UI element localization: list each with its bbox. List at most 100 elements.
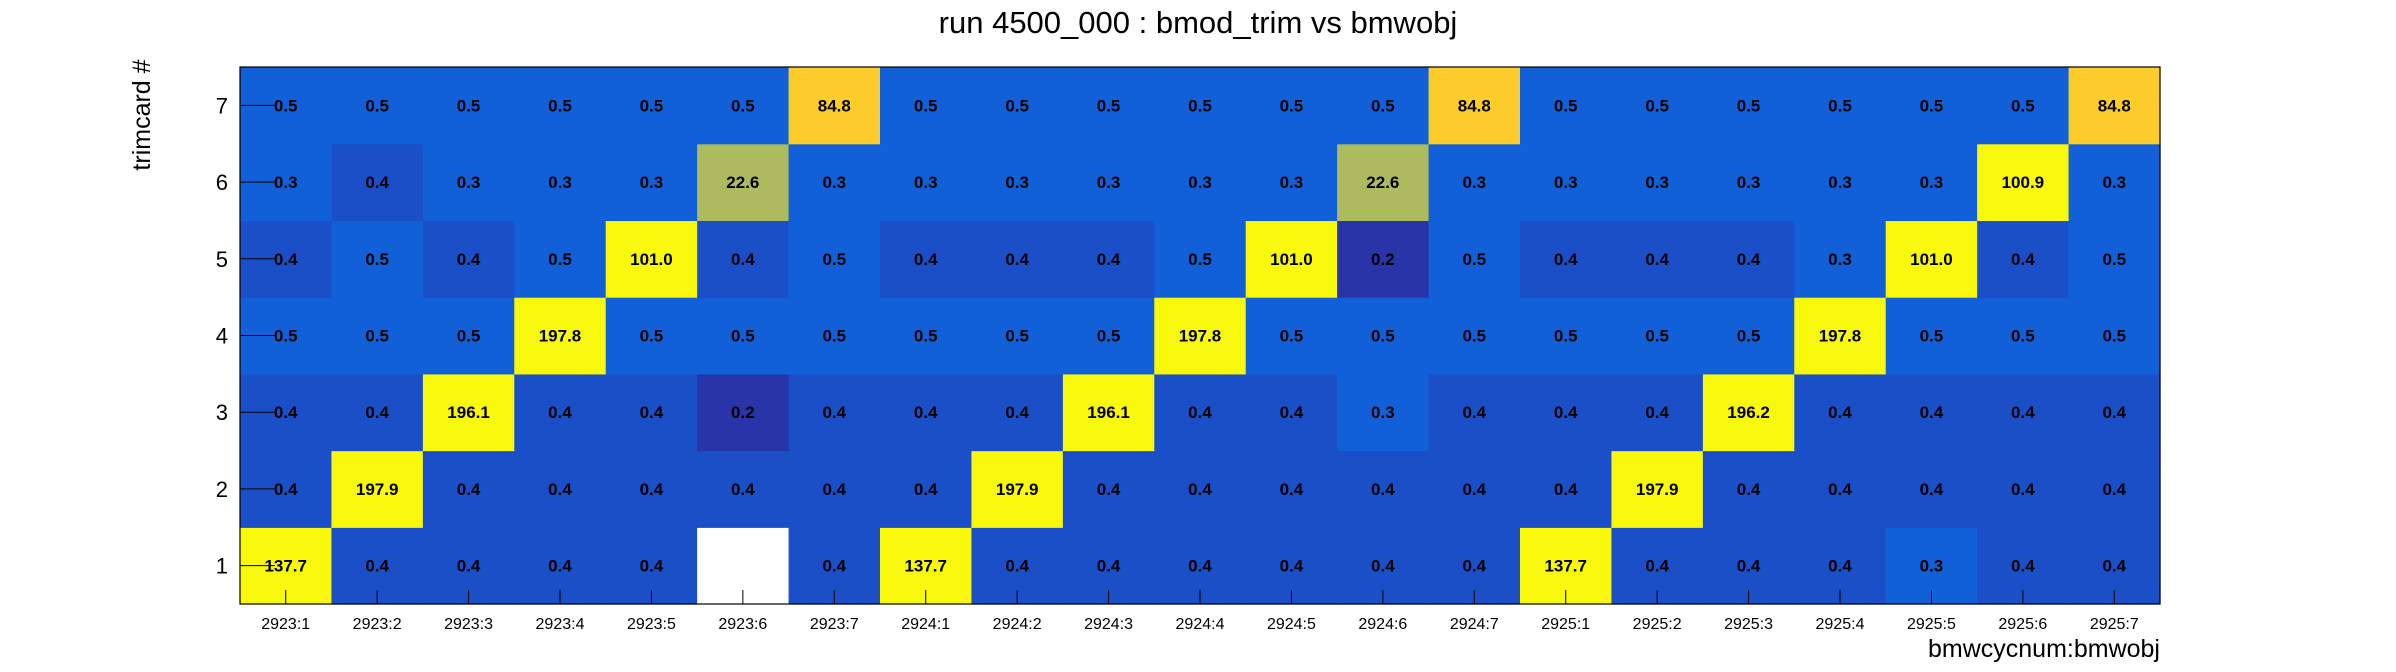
cell-value-label: 0.4 [365,557,389,576]
heatmap-cell [2068,297,2161,375]
heatmap-cell [331,67,424,145]
heatmap-cell [880,297,973,375]
cell-value-label: 0.4 [1645,403,1669,422]
cell-value-label: 0.5 [731,327,755,346]
heatmap-cell [1794,143,1887,222]
heatmap-cell [1702,220,1795,298]
cell-value-label: 0.4 [1645,557,1669,576]
heatmap-cell [1977,67,2070,145]
cell-value-label: 0.4 [1280,480,1304,499]
heatmap-cell [1520,373,1613,452]
heatmap-cell [1062,67,1155,145]
heatmap-cell [1154,297,1247,375]
x-tick-label: 2925:2 [1633,616,1682,633]
cell-value-label: 0.4 [365,173,389,192]
cell-value-label: 0.4 [822,403,846,422]
x-tick-label: 2924:2 [993,616,1042,633]
x-tick-label: 2923:4 [536,616,585,633]
cell-value-label: 0.4 [1554,480,1578,499]
cell-value-label: 0.4 [274,480,298,499]
cell-value-label: 0.4 [822,480,846,499]
cell-value-label: 100.9 [2002,173,2045,192]
heatmap-cell [1611,373,1704,452]
cell-value-label: 0.4 [1554,250,1578,269]
heatmap-cell [422,143,515,222]
heatmap-cell [1428,373,1521,452]
cell-value-label: 0.3 [1188,173,1212,192]
cell-value-label: 0.3 [1097,173,1121,192]
cell-value-label: 0.3 [1828,173,1852,192]
cell-value-label: 0.4 [1737,480,1761,499]
cell-value-label: 0.4 [731,250,755,269]
heatmap-cell [422,297,515,375]
cell-value-label: 0.5 [365,327,389,346]
cell-value-label: 0.3 [1280,173,1304,192]
cell-value-label: 0.5 [1371,96,1395,115]
heatmap-cell [971,220,1064,298]
cell-value-label: 84.8 [818,96,851,115]
cell-value-label: 0.5 [1005,96,1029,115]
heatmap-cell [880,373,973,452]
cell-value-label: 0.3 [1371,403,1395,422]
cell-value-label: 197.8 [1179,327,1222,346]
heatmap-cell [1337,450,1430,528]
heatmap-cell [1062,450,1155,528]
cell-value-label: 0.5 [457,327,481,346]
cell-value-label: 0.4 [822,557,846,576]
heatmap-cell [605,297,698,375]
x-tick-label: 2925:1 [1541,616,1590,633]
heatmap-cell [1154,373,1247,452]
heatmap-cell [1611,67,1704,145]
heatmap-cell [1154,220,1247,298]
cell-value-label: 197.9 [356,480,399,499]
heatmap-cell [971,67,1064,145]
x-tick-label: 2923:5 [627,616,676,633]
heatmap-cell [514,143,607,222]
heatmap-cell [2068,67,2161,145]
x-tick-label: 2924:3 [1084,616,1133,633]
cell-value-label: 197.8 [539,327,582,346]
cell-value-label: 0.5 [1371,327,1395,346]
cell-value-label: 0.4 [1005,403,1029,422]
cell-value-label: 0.4 [457,557,481,576]
cell-value-label: 0.4 [2102,403,2126,422]
cell-value-label: 0.4 [1828,403,1852,422]
cell-value-label: 0.4 [1462,480,1486,499]
cell-value-label: 0.4 [2011,480,2035,499]
heatmap-cell [1977,297,2070,375]
cell-value-label: 0.5 [548,250,572,269]
y-tick-label: 5 [216,247,228,272]
cell-value-label: 0.4 [640,557,664,576]
cell-value-label: 0.4 [2011,403,2035,422]
cell-value-label: 0.5 [1920,96,1944,115]
cell-value-label: 0.5 [914,327,938,346]
cell-value-label: 0.2 [731,403,755,422]
heatmap-cell [1428,450,1521,528]
heatmap-cell [1062,297,1155,375]
x-tick-label: 2923:3 [444,616,493,633]
cell-value-label: 0.3 [1828,250,1852,269]
heatmap-cell [514,67,607,145]
heatmap-cell [788,143,881,222]
heatmap-cell [1702,450,1795,528]
heatmap-cell [697,450,790,528]
cell-value-label: 0.4 [1828,557,1852,576]
x-tick-label: 2924:1 [901,616,950,633]
x-tick-label: 2925:4 [1816,616,1865,633]
cell-value-label: 0.5 [274,327,298,346]
y-axis-label: trimcard # [128,59,156,170]
heatmap-cell [1337,67,1430,145]
cell-value-label: 0.4 [640,403,664,422]
cell-value-label: 0.4 [1920,480,1944,499]
cell-value-label: 0.4 [1371,557,1395,576]
axes: 1 2 3 4 5 6 7 2923:1 2923:2 2923:3 2923:4 2923:5 292… [216,66,2161,633]
cell-value-label: 0.4 [1097,557,1121,576]
cell-value-label: 0.4 [731,480,755,499]
cell-value-label: 137.7 [1544,557,1587,576]
cell-value-label: 0.5 [2102,250,2126,269]
cell-value-label: 0.3 [822,173,846,192]
x-tick-label: 2925:6 [1998,616,2047,633]
x-tick-label: 2923:1 [261,616,310,633]
cell-value-label: 0.4 [1188,557,1212,576]
cell-value-label: 0.5 [1737,96,1761,115]
